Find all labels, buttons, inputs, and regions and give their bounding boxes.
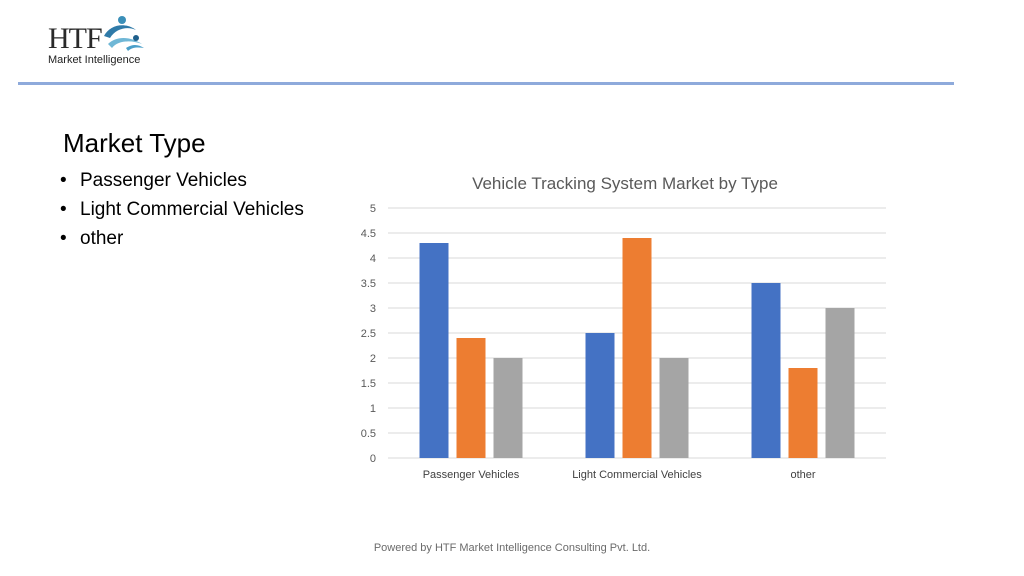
header-divider: [18, 82, 954, 85]
bar-series-1-0: [419, 243, 449, 458]
y-tick-label: 0.5: [361, 428, 376, 440]
chart-title: Vehicle Tracking System Market by Type: [472, 174, 778, 193]
logo-tagline: Market Intelligence: [48, 54, 141, 66]
bars: [419, 238, 855, 458]
logo-wordmark: HTF: [48, 22, 103, 55]
y-tick-label: 4.5: [361, 228, 376, 240]
bullet-item: • other: [60, 228, 124, 249]
y-tick-label: 3: [370, 303, 376, 315]
y-tick-label: 4: [370, 253, 376, 265]
bar-series-2-0: [456, 338, 486, 458]
y-tick-label: 1: [370, 403, 376, 415]
bar-series-1-2: [751, 283, 781, 458]
y-tick-label: 5: [370, 203, 376, 215]
swimmers-logo-icon: [104, 16, 144, 51]
bar-series-2-2: [788, 368, 818, 458]
y-tick-label: 3.5: [361, 278, 376, 290]
footer-credit: Powered by HTF Market Intelligence Consu…: [373, 542, 651, 554]
bullet-list: • Passenger Vehicles • Light Commercial Ve…: [60, 166, 304, 253]
bullet-item: • Light Commercial Vehicles: [60, 199, 304, 220]
bar-series-1-1: [585, 333, 615, 458]
slide-title: Market Type: [63, 128, 206, 158]
bar-chart: Vehicle Tracking System Market by Type 0…: [361, 174, 886, 481]
x-category-label: other: [790, 469, 815, 481]
bar-series-3-2: [825, 308, 855, 458]
y-tick-label: 2.5: [361, 328, 376, 340]
y-tick-label: 2: [370, 353, 376, 365]
bar-series-3-1: [659, 358, 689, 458]
y-axis-ticks: 0 0.5 1 1.5 2 2.5 3 3.5 4 4.5 5: [361, 203, 376, 465]
bullet-item: • Passenger Vehicles: [60, 170, 247, 191]
x-category-label: Passenger Vehicles: [423, 469, 520, 481]
bar-series-2-1: [622, 238, 652, 458]
x-axis-labels: Passenger Vehicles Light Commercial Vehic…: [423, 469, 816, 481]
bar-series-3-0: [493, 358, 523, 458]
company-logo: HTF Market Intelligence: [44, 14, 154, 70]
y-tick-label: 1.5: [361, 378, 376, 390]
x-category-label: Light Commercial Vehicles: [572, 469, 702, 481]
y-tick-label: 0: [370, 453, 376, 465]
